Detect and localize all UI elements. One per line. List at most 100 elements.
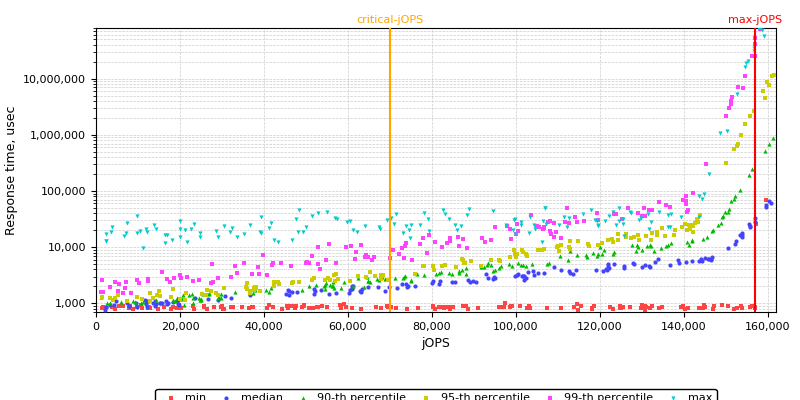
min	[158, 304, 170, 310]
min	[113, 303, 126, 309]
min	[587, 303, 600, 309]
99-th percentile	[383, 255, 396, 262]
median	[590, 267, 602, 274]
min	[653, 305, 666, 312]
max	[663, 224, 676, 230]
95-th percentile	[318, 276, 331, 283]
90-th percentile	[701, 234, 714, 240]
median	[314, 286, 327, 293]
max	[461, 212, 474, 218]
95-th percentile	[632, 232, 645, 238]
95-th percentile	[509, 250, 522, 257]
99-th percentile	[155, 269, 168, 275]
95-th percentile	[650, 229, 663, 235]
min	[173, 302, 186, 308]
min	[586, 305, 598, 311]
90-th percentile	[512, 260, 525, 267]
median	[107, 301, 120, 308]
min	[242, 305, 255, 311]
median	[138, 297, 151, 303]
max	[174, 226, 186, 232]
median	[346, 283, 358, 290]
90-th percentile	[264, 285, 277, 291]
min	[644, 305, 657, 311]
90-th percentile	[481, 262, 494, 268]
90-th percentile	[554, 253, 566, 260]
min	[568, 304, 581, 310]
min	[503, 303, 516, 310]
95-th percentile	[174, 295, 186, 302]
min	[646, 303, 658, 310]
min	[462, 306, 474, 312]
99-th percentile	[510, 221, 523, 228]
median	[390, 285, 403, 292]
95-th percentile	[485, 256, 498, 263]
median	[733, 232, 746, 238]
95-th percentile	[201, 287, 214, 293]
99-th percentile	[180, 274, 193, 281]
95-th percentile	[692, 219, 705, 225]
90-th percentile	[202, 290, 215, 296]
95-th percentile	[243, 288, 256, 294]
median	[104, 302, 117, 308]
99-th percentile	[133, 280, 146, 286]
90-th percentile	[211, 295, 224, 302]
min	[166, 304, 179, 310]
median	[399, 281, 412, 288]
max	[188, 220, 201, 227]
median	[626, 259, 639, 266]
90-th percentile	[762, 141, 775, 147]
min	[123, 302, 136, 309]
min	[288, 303, 301, 309]
min	[429, 306, 442, 312]
median	[99, 303, 112, 310]
median	[694, 256, 707, 262]
90-th percentile	[767, 135, 780, 141]
99-th percentile	[505, 236, 518, 242]
min	[207, 304, 220, 310]
min	[586, 306, 598, 312]
99-th percentile	[413, 241, 426, 247]
99-th percentile	[392, 251, 405, 257]
median	[346, 283, 359, 289]
99-th percentile	[679, 192, 692, 199]
90-th percentile	[645, 242, 658, 249]
90-th percentile	[456, 266, 469, 273]
max	[633, 217, 646, 223]
max	[591, 222, 604, 229]
max	[643, 226, 656, 232]
99-th percentile	[246, 271, 258, 277]
min	[514, 303, 526, 310]
max	[606, 209, 619, 215]
median	[409, 283, 422, 290]
90-th percentile	[723, 206, 736, 212]
95-th percentile	[563, 244, 576, 250]
99-th percentile	[224, 274, 237, 280]
max	[528, 222, 541, 228]
max	[539, 220, 552, 227]
max	[702, 170, 715, 177]
95-th percentile	[241, 280, 254, 286]
median	[642, 262, 655, 269]
max	[174, 218, 186, 224]
max	[577, 211, 590, 217]
95-th percentile	[720, 160, 733, 166]
95-th percentile	[582, 243, 595, 250]
median	[156, 300, 169, 307]
min	[440, 304, 453, 310]
min	[382, 304, 394, 310]
90-th percentile	[570, 252, 583, 259]
max	[625, 210, 638, 216]
99-th percentile	[313, 266, 326, 272]
95-th percentile	[766, 73, 778, 80]
90-th percentile	[358, 283, 370, 290]
90-th percentile	[590, 252, 603, 259]
min	[639, 306, 652, 313]
max	[388, 221, 401, 228]
median	[172, 301, 185, 307]
min	[522, 303, 535, 310]
max	[552, 221, 565, 228]
median	[628, 261, 641, 268]
99-th percentile	[638, 213, 651, 220]
95-th percentile	[521, 252, 534, 259]
